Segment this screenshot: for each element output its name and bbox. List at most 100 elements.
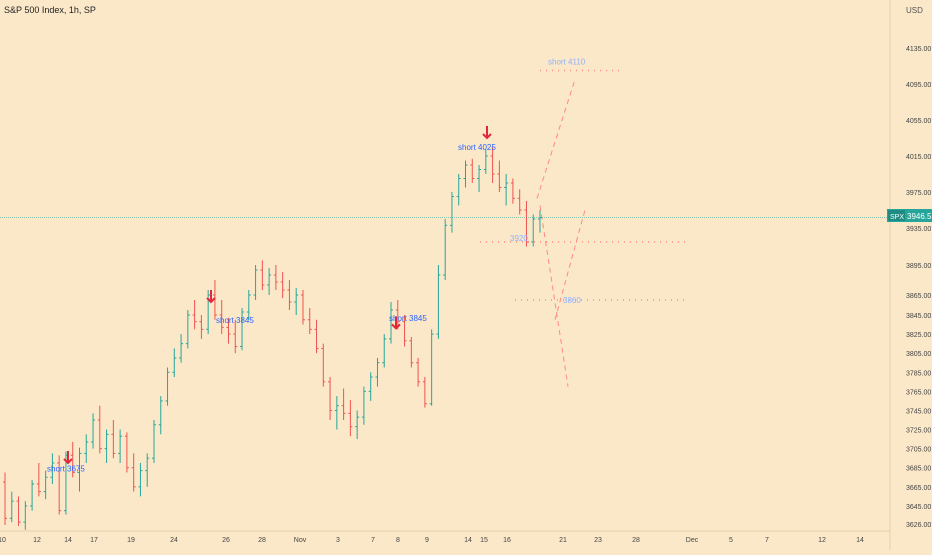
- ohlc-bar: [9, 491, 14, 523]
- currency-label: USD: [906, 6, 923, 15]
- ohlc-bar: [97, 405, 102, 454]
- ohlc-bar: [226, 317, 231, 344]
- ohlc-bar: [91, 413, 96, 449]
- y-tick-label: 3745.00: [906, 408, 931, 415]
- ohlc-bar: [328, 377, 333, 420]
- projection-line: [539, 205, 569, 387]
- x-tick-label: 24: [170, 537, 178, 544]
- ohlc-bar: [104, 429, 109, 463]
- x-tick-label: 16: [503, 537, 511, 544]
- x-tick-label: 17: [90, 537, 98, 544]
- ohlc-bar: [23, 501, 28, 530]
- annotation-label: short 4110: [548, 58, 586, 67]
- projection-line: [554, 209, 586, 320]
- ohlc-bar: [443, 219, 448, 280]
- y-tick-label: 4095.00: [906, 82, 931, 89]
- x-tick-label: 8: [396, 537, 400, 544]
- ohlc-bar: [341, 388, 346, 420]
- y-tick-label: 3626.00: [906, 522, 931, 529]
- annotation-label: short 4025: [458, 143, 496, 152]
- ohlc-bar: [497, 160, 502, 192]
- ohlc-bar: [300, 290, 305, 325]
- annotation-label: short 3845: [216, 316, 254, 325]
- ohlc-bar: [273, 265, 278, 290]
- x-tick-label: 14: [464, 537, 472, 544]
- price-bars: [3, 147, 542, 530]
- ohlc-bar: [165, 367, 170, 406]
- y-tick-label: 3825.00: [906, 332, 931, 339]
- ohlc-bar: [355, 410, 360, 440]
- annotations: short 3675 short 3845 short 3845 short 4025…: [47, 58, 586, 474]
- ohlc-bar: [510, 178, 515, 204]
- ohlc-bar: [538, 210, 542, 233]
- ohlc-bar: [233, 319, 238, 354]
- y-tick-label: 3935.00: [906, 226, 931, 233]
- ohlc-bar: [3, 472, 7, 525]
- annotation-label: short 3845: [389, 314, 427, 323]
- y-tick-label: 4135.00: [906, 46, 931, 53]
- y-tick-label: 3665.00: [906, 485, 931, 492]
- x-tick-label: 14: [64, 537, 72, 544]
- ohlc-bar: [368, 372, 373, 401]
- ohlc-bar: [111, 420, 116, 459]
- annotation-label: 3860: [563, 296, 581, 305]
- ohlc-bar: [246, 290, 251, 320]
- ohlc-bar: [179, 334, 184, 363]
- price-badge[interactable]: SPX 3946.55: [887, 209, 932, 222]
- y-tick-label: 3845.00: [906, 313, 931, 320]
- x-tick-label: 14: [856, 537, 864, 544]
- ohlc-bar: [43, 470, 48, 500]
- ohlc-bar: [436, 265, 441, 339]
- ohlc-bar: [36, 462, 41, 497]
- x-tick-label: 28: [258, 537, 266, 544]
- projection-lines: [480, 69, 688, 387]
- ohlc-bar: [321, 343, 326, 387]
- short-arrow-icon: [391, 316, 401, 330]
- y-tick-label: 3805.00: [906, 351, 931, 358]
- x-tick-label: 21: [559, 537, 567, 544]
- projection-line: [536, 79, 576, 199]
- x-tick-label: 12: [818, 537, 826, 544]
- ohlc-bar: [287, 280, 292, 310]
- ohlc-bar: [449, 192, 454, 233]
- y-tick-label: 3895.00: [906, 263, 931, 270]
- ohlc-bar: [212, 280, 217, 320]
- ohlc-bar: [409, 336, 414, 368]
- ohlc-bar: [267, 268, 272, 295]
- ohlc-bar: [118, 429, 123, 463]
- ohlc-bar: [138, 462, 143, 497]
- ohlc-bar: [334, 396, 339, 430]
- x-tick-label: 12: [33, 537, 41, 544]
- x-tick-label: 15: [480, 537, 488, 544]
- price-badge-symbol: SPX: [890, 214, 904, 221]
- ohlc-bar: [131, 453, 136, 492]
- x-tick-label: 26: [222, 537, 230, 544]
- annotation-label: 3920: [510, 234, 528, 243]
- ohlc-bar: [192, 300, 197, 330]
- short-arrow-icon: [206, 290, 216, 304]
- ohlc-bar: [158, 396, 163, 435]
- x-tick-label: 9: [425, 537, 429, 544]
- ohlc-bar: [395, 300, 400, 330]
- ohlc-bar: [280, 272, 285, 298]
- ohlc-bar: [294, 288, 299, 315]
- y-tick-label: 3705.00: [906, 447, 931, 454]
- y-tick-label: 3645.00: [906, 504, 931, 511]
- ohlc-bar: [77, 447, 82, 492]
- ohlc-bar: [185, 310, 190, 349]
- annotation-label: short 3675: [47, 464, 85, 473]
- ohlc-bar: [307, 308, 312, 335]
- ohlc-bar: [16, 496, 21, 526]
- price-badge-symbol-bg: [888, 210, 905, 221]
- x-tick-label: Dec: [686, 537, 699, 544]
- ohlc-bar: [463, 160, 468, 188]
- price-badge-value: 3946.55: [907, 212, 932, 221]
- ohlc-bar: [389, 302, 394, 344]
- y-tick-label: 3785.00: [906, 370, 931, 377]
- y-tick-label: 3725.00: [906, 428, 931, 435]
- ohlc-bar: [517, 189, 522, 215]
